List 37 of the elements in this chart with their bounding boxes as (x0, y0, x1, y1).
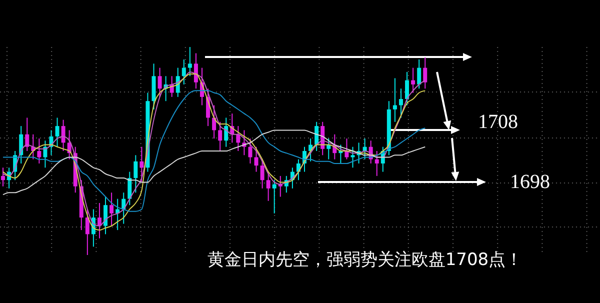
text: 1708 (478, 111, 518, 133)
candlestick (218, 121, 222, 152)
candlestick (55, 117, 60, 148)
text: 黄金日内先空，强弱势关注欧盘1708点！ (207, 250, 523, 270)
text: 1698 (510, 171, 550, 193)
candlestick (350, 146, 355, 168)
candlestick (140, 146, 144, 183)
candlestick (116, 198, 120, 231)
candlestick (188, 47, 192, 77)
candlestick (212, 104, 216, 140)
candlestick (128, 171, 132, 206)
candlestick (37, 138, 42, 164)
candlestick (374, 150, 379, 176)
candlestick (194, 52, 198, 90)
candlestick (392, 78, 397, 122)
candlestick (97, 202, 102, 239)
candlestick (398, 88, 403, 118)
candlestick (110, 192, 114, 226)
candlestick (272, 180, 276, 214)
candlestick (134, 154, 138, 194)
candlestick (405, 71, 410, 106)
candlestick (1, 167, 5, 187)
candlestick (423, 56, 428, 90)
candlestick (182, 58, 186, 85)
candlestick (278, 175, 282, 198)
candlestick (104, 196, 108, 235)
candlestick (417, 58, 422, 90)
candlestick (158, 67, 162, 98)
candlestick (85, 208, 90, 255)
candlestick (25, 117, 30, 152)
candlestick (254, 146, 258, 172)
candlestick (61, 119, 66, 152)
candlestick (411, 67, 416, 94)
candlestick (266, 171, 270, 202)
candlestick (314, 121, 319, 152)
candlestick (248, 138, 252, 164)
candlestick (224, 117, 228, 148)
